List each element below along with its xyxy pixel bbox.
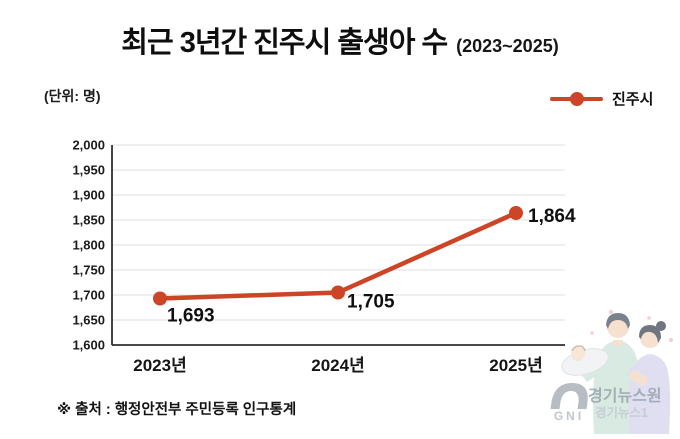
y-tick-label: 1,700	[72, 288, 105, 303]
heart-speck-icon	[669, 338, 673, 342]
mother-figure-icon	[627, 321, 671, 434]
family-illustration	[561, 309, 673, 434]
unit-label: (단위: 명)	[44, 88, 101, 104]
data-point-label: 1,705	[347, 292, 395, 313]
x-tick-label: 2024년	[311, 356, 364, 375]
gni-logo-text: GNI	[554, 409, 584, 423]
legend-line-marker-icon	[550, 91, 603, 106]
data-point-label: 1,693	[167, 306, 215, 327]
data-point-marker	[153, 291, 167, 306]
heart-speck-icon	[608, 309, 614, 315]
y-tick-label: 2,000	[72, 138, 105, 153]
page-title: 최근 3년간 진주시 출생아 수 (2023~2025)	[0, 19, 680, 61]
chart-title-period: (2023~2025)	[456, 36, 559, 56]
heart-speck-icon	[647, 316, 651, 320]
watermark: GNI 경기뉴스원 경기뉴스1	[545, 306, 680, 434]
x-tick-label: 2023년	[133, 356, 186, 375]
y-tick-label: 1,600	[72, 338, 105, 353]
y-tick-label: 1,850	[72, 213, 105, 228]
baby-icon	[561, 345, 609, 376]
data-point-marker	[509, 206, 523, 220]
y-tick-label: 1,650	[72, 313, 105, 328]
brand-subname: 경기뉴스1	[595, 405, 648, 420]
heart-speck-icon	[590, 331, 594, 335]
source-note: ※ 출처 : 행정안전부 주민등록 인구통계	[57, 402, 297, 418]
legend: 진주시	[550, 88, 653, 109]
y-tick-label: 1,750	[72, 263, 105, 278]
brand-name: 경기뉴스원	[588, 387, 662, 405]
legend-dot-icon	[569, 91, 584, 106]
gni-logo-icon: GNI	[550, 383, 588, 423]
y-tick-label: 1,900	[72, 188, 105, 203]
y-tick-label: 1,800	[72, 238, 105, 253]
data-point-label: 1,864	[528, 206, 576, 227]
chart-title: 최근 3년간 진주시 출생아 수	[121, 27, 448, 59]
legend-label: 진주시	[612, 91, 654, 108]
y-tick-label: 1,950	[72, 163, 105, 178]
data-point-marker	[331, 285, 345, 300]
x-tick-label: 2025년	[489, 356, 542, 375]
